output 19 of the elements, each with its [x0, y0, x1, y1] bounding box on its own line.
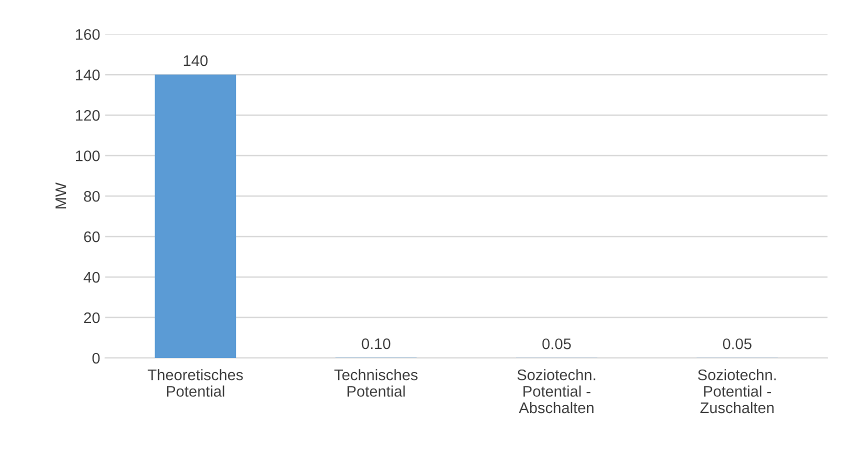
y-tick-label: 140 — [76, 70, 100, 80]
x-tick-label: Soziotechn. Potential - Abschalten — [517, 369, 596, 414]
y-tick-label: 160 — [76, 29, 100, 40]
y-tick-label: 120 — [76, 110, 100, 121]
x-tick-label: Soziotechn. Potential - Zuschalten — [698, 369, 776, 414]
y-tick-label: 60 — [84, 231, 100, 242]
x-tick-label: Theoretisches Potential — [148, 369, 243, 397]
y-tick-label: 20 — [84, 312, 100, 324]
y-tick-label: 0 — [92, 352, 100, 364]
x-tick-label: Technisches Potential — [334, 369, 418, 397]
bar — [154, 74, 236, 358]
y-axis-title: MW — [56, 182, 66, 208]
data-label: 0.10 — [362, 338, 390, 350]
y-tick-label: 80 — [84, 190, 100, 202]
data-label: 0.05 — [542, 338, 571, 350]
data-label: 140 — [184, 55, 208, 66]
data-label: 0.05 — [722, 338, 752, 350]
y-tick-label: 40 — [84, 272, 100, 283]
y-tick-label: 100 — [76, 150, 100, 162]
